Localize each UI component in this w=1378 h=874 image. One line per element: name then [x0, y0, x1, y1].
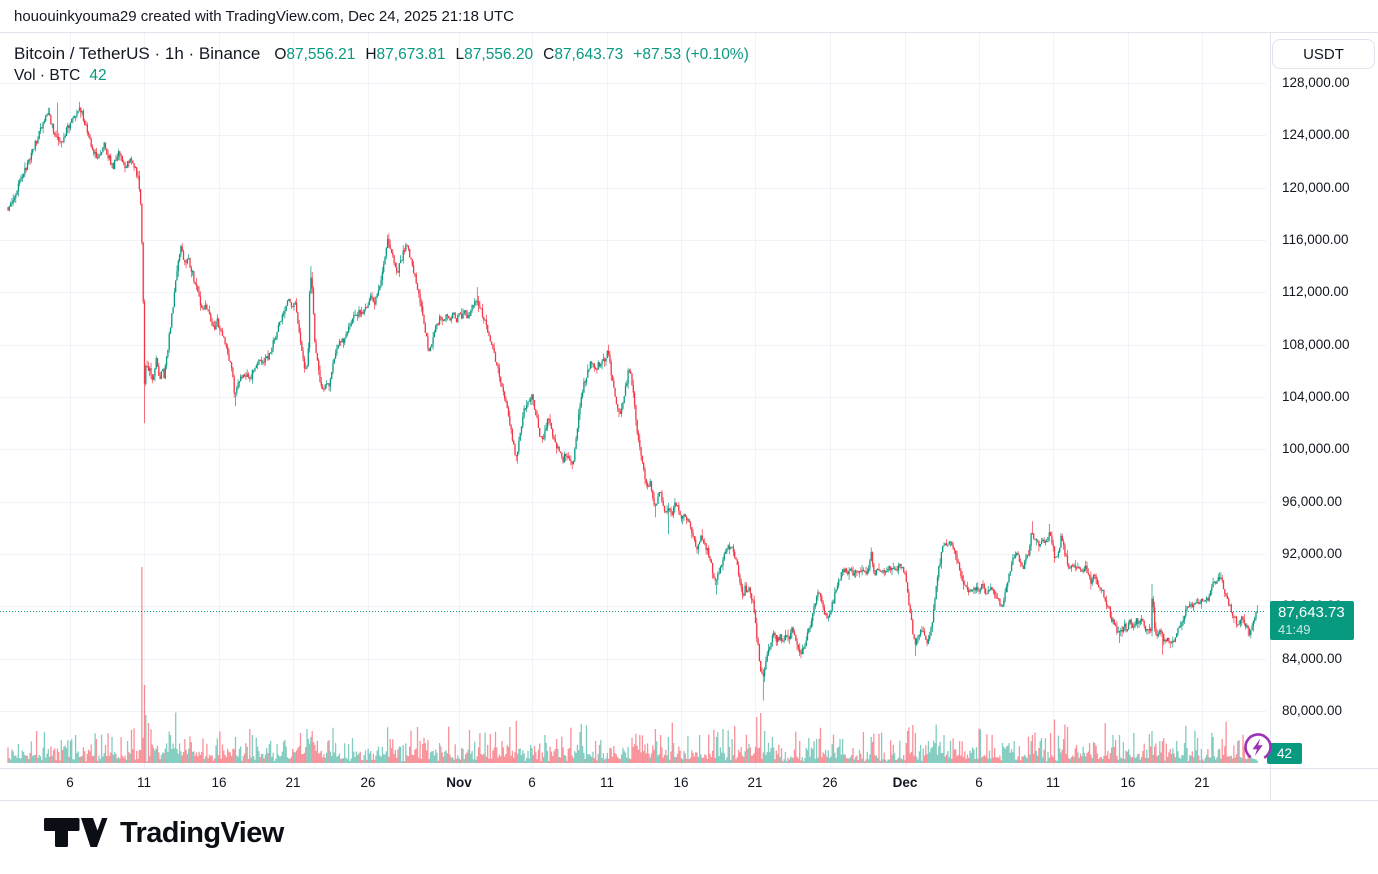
ohlc-open-value: 87,556.21: [286, 46, 356, 63]
last-price: 87,643.73: [1278, 604, 1345, 621]
ohlc-open-label: O: [274, 46, 287, 63]
time-axis[interactable]: 6 11 16 21 26 Nov 6 11 16 21 26 Dec 6 11 16 21: [0, 768, 1378, 800]
ohlc-low: L87,556.20: [456, 46, 534, 64]
attribution-text: hououinkyouma29 created with TradingView…: [14, 7, 515, 25]
chart-legend: Bitcoin / TetherUS · 1h · Binance O87,55…: [14, 44, 749, 85]
tradingview-logo-text: TradingView: [120, 816, 284, 849]
time-axis-label: 21: [747, 775, 763, 790]
candlestick-chart-canvas[interactable]: [0, 33, 1266, 768]
ohlc-high-value: 87,673.81: [376, 46, 446, 63]
price-axis[interactable]: 128,000.00 124,000.00 120,000.00 116,000.00…: [1270, 33, 1378, 768]
price-axis-label: 108,000.00: [1282, 336, 1350, 352]
currency-toggle-button[interactable]: USDT: [1272, 39, 1375, 69]
ohlc-close: C87,643.73: [543, 46, 623, 64]
chart-bottom-separator: [0, 800, 1378, 801]
time-axis-label: 16: [211, 775, 227, 790]
time-axis-label: 16: [1120, 775, 1136, 790]
ohlc-low-label: L: [455, 46, 465, 63]
price-axis-label: 80,000.00: [1282, 703, 1343, 718]
price-axis-label: 116,000.00: [1282, 232, 1349, 247]
price-axis-label: 124,000.00: [1282, 127, 1350, 143]
time-axis-label: 11: [599, 775, 615, 790]
volume-indicator-value: 42: [89, 67, 107, 84]
ohlc-high: H87,673.81: [365, 46, 445, 64]
volume-row: Vol · BTC 42: [14, 67, 749, 85]
volume-value-badge: 42: [1267, 743, 1302, 764]
price-axis-label: 100,000.00: [1282, 441, 1350, 457]
time-axis-label: 26: [822, 775, 838, 790]
time-axis-label: 11: [136, 775, 152, 790]
time-axis-label: 16: [673, 775, 689, 790]
price-axis-separator: [1270, 33, 1271, 800]
time-axis-label: 6: [975, 775, 983, 790]
time-axis-label: 26: [360, 775, 376, 790]
price-axis-label: 128,000.00: [1282, 75, 1350, 90]
price-axis-label: 84,000.00: [1282, 650, 1343, 666]
time-axis-label: Nov: [446, 775, 472, 790]
bar-countdown: 41:49: [1278, 622, 1311, 637]
symbol-title[interactable]: Bitcoin / TetherUS · 1h · Binance: [14, 44, 261, 63]
symbol-row: Bitcoin / TetherUS · 1h · Binance O87,55…: [14, 44, 749, 64]
time-axis-label: 6: [66, 775, 74, 790]
price-axis-label: 104,000.00: [1282, 389, 1350, 404]
ohlc-close-value: 87,643.73: [554, 46, 624, 63]
attribution-bar: hououinkyouma29 created with TradingView…: [0, 0, 1378, 33]
ohlc-close-label: C: [543, 46, 555, 63]
time-axis-label: 11: [1045, 775, 1061, 790]
price-axis-label: 92,000.00: [1282, 546, 1343, 561]
time-axis-label: 21: [285, 775, 301, 790]
time-axis-separator: [0, 768, 1378, 769]
tradingview-logo[interactable]: TradingView: [44, 815, 284, 851]
time-axis-label: 21: [1194, 775, 1210, 790]
price-change: +87.53 (+0.10%): [633, 46, 749, 63]
flash-icon[interactable]: [1242, 731, 1274, 763]
price-axis-label: 96,000.00: [1282, 493, 1343, 509]
ohlc-open: O87,556.21: [274, 46, 355, 64]
ohlc-low-value: 87,556.20: [464, 46, 534, 63]
time-axis-label: 6: [528, 775, 536, 790]
tradingview-logo-icon: [44, 818, 108, 847]
price-axis-label: 112,000.00: [1282, 284, 1349, 300]
volume-indicator-label[interactable]: Vol · BTC: [14, 67, 81, 84]
time-axis-label: Dec: [892, 775, 918, 790]
ohlc-high-label: H: [365, 46, 377, 63]
last-price-badge: 87,643.73 41:49: [1270, 601, 1354, 640]
price-axis-label: 120,000.00: [1282, 179, 1350, 195]
